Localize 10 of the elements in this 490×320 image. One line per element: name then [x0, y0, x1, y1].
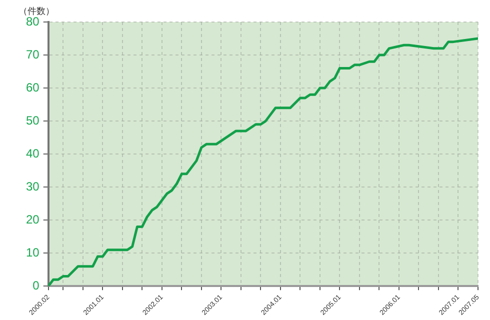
y-tick-label: 70 [26, 47, 40, 62]
y-axis-title: （件数） [18, 6, 54, 17]
y-tick-label: 0 [32, 278, 40, 292]
y-tick-label: 10 [26, 245, 40, 260]
y-tick-label: 30 [26, 179, 40, 194]
y-tick-label: 80 [26, 14, 40, 28]
y-tick-label: 40 [26, 146, 40, 160]
y-tick-label: 60 [26, 80, 40, 94]
y-tick-label: 20 [26, 212, 40, 226]
y-tick-label: 50 [26, 113, 40, 128]
